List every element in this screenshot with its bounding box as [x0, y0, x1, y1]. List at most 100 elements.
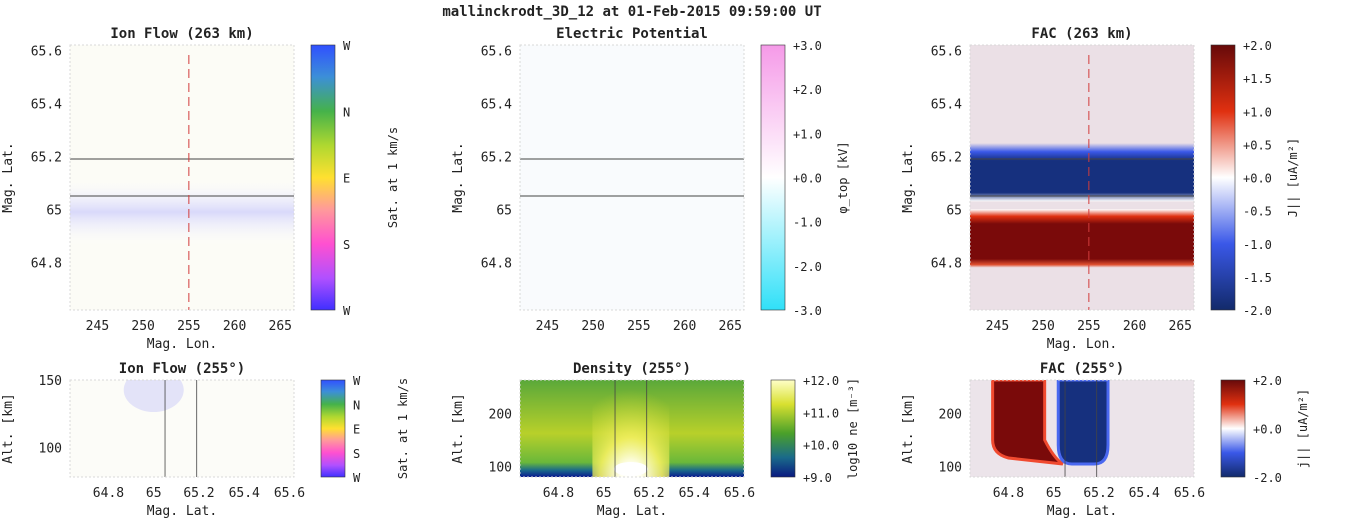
fac-top-title: FAC (263 km) — [1031, 26, 1132, 42]
fac-top-ylabel: Mag. Lat. — [901, 142, 916, 212]
x-tick-label: 250 — [131, 319, 154, 334]
colorbar-tick-label: S — [343, 238, 350, 252]
colorbar-tick-label: -1.0 — [793, 216, 822, 230]
colorbar-tick-label: W — [343, 39, 351, 53]
fac-side-colorbar-label: j|| [uA/m²] — [1296, 389, 1310, 468]
ion-flow-top-heatmap — [70, 45, 294, 310]
ion-flow-top-panel: Ion Flow (263 km) Mag. Lon. Mag. Lat. 245 25… — [1, 26, 400, 352]
fac-top-heatmap — [970, 45, 1194, 310]
colorbar-tick-label: W — [353, 374, 361, 388]
y-tick-label: 200 — [489, 407, 512, 422]
colorbar-tick-label: +2.0 — [1253, 374, 1282, 388]
y-tick-label: 65.6 — [31, 44, 62, 59]
colorbar-tick-label: +12.0 — [803, 374, 839, 388]
colorbar-tick-label: +0.0 — [1253, 423, 1282, 437]
colorbar-tick-label: +1.0 — [793, 127, 822, 141]
y-tick-label: 64.8 — [931, 256, 962, 271]
electric-potential-frame — [519, 44, 745, 311]
ion-flow-side-title: Ion Flow (255°) — [119, 361, 245, 377]
fac-side-xlabel: Mag. Lat. — [1047, 504, 1117, 519]
x-tick-label: 245 — [86, 319, 109, 334]
colorbar-tick-label: W — [353, 471, 361, 485]
colorbar-tick-label: +0.0 — [1243, 172, 1272, 186]
y-tick-label: 65.6 — [931, 44, 962, 59]
y-tick-label: 64.8 — [481, 256, 512, 271]
ion-flow-band — [70, 177, 294, 247]
colorbar-tick-label: -2.0 — [1253, 471, 1282, 485]
density-glow — [592, 380, 670, 477]
y-tick-label: 150 — [39, 374, 62, 389]
colorbar-tick-label: +9.0 — [803, 471, 832, 485]
fac-side-heatmap — [970, 380, 1194, 477]
x-tick-label: 260 — [1123, 319, 1146, 334]
density-side-frame — [519, 379, 745, 478]
fac-side-panel: FAC (255°) Mag. Lat. Alt. [km] 64.8 65 65.2 65… — [901, 361, 1310, 519]
x-tick-label: 65.6 — [724, 486, 755, 501]
colorbar-tick-label: -1.5 — [1243, 271, 1272, 285]
colorbar-tick-label: +10.0 — [803, 439, 839, 453]
x-tick-label: 65.2 — [1083, 486, 1114, 501]
potential-background — [520, 45, 744, 310]
y-tick-label: 100 — [939, 460, 962, 475]
x-tick-label: 65.4 — [229, 486, 260, 501]
colorbar-tick-label: +0.0 — [793, 172, 822, 186]
y-tick-label: 65 — [496, 203, 512, 218]
x-tick-label: 260 — [223, 319, 246, 334]
x-tick-label: 250 — [581, 319, 604, 334]
y-tick-label: 100 — [489, 460, 512, 475]
ion-flow-top-title: Ion Flow (263 km) — [110, 26, 253, 42]
x-tick-label: 65.6 — [274, 486, 305, 501]
fac-side-colorbar — [1220, 379, 1246, 478]
electric-potential-colorbar-label: φ_top [kV] — [836, 141, 850, 213]
fac-top-colorbar-label: J|| [uA/m²] — [1286, 138, 1300, 217]
x-tick-label: 65.6 — [1174, 486, 1205, 501]
colorbar-tick-label: +0.5 — [1243, 138, 1272, 152]
fac-band-positive — [970, 209, 1194, 268]
x-tick-label: 255 — [1077, 319, 1100, 334]
x-tick-label: 255 — [177, 319, 200, 334]
y-tick-label: 65.2 — [481, 150, 512, 165]
colorbar-tick-label: E — [343, 172, 350, 186]
y-tick-label: 65 — [46, 203, 62, 218]
x-tick-label: 64.8 — [543, 486, 574, 501]
density-side-ylabel: Alt. [km] — [451, 393, 466, 463]
ion-flow-top-ylabel: Mag. Lat. — [1, 142, 16, 212]
electric-potential-colorbar — [760, 44, 786, 311]
x-tick-label: 245 — [986, 319, 1009, 334]
colorbar-tick-label: N — [353, 398, 360, 412]
colorbar-tick-label: +1.0 — [1243, 105, 1272, 119]
colorbar-tick-label: S — [353, 447, 360, 461]
fac-top-colorbar — [1210, 44, 1236, 311]
colorbar-tick-label: E — [353, 423, 360, 437]
x-tick-label: 265 — [1169, 319, 1192, 334]
ion-flow-side-panel: Ion Flow (255°) Mag. Lat. Alt. [km] 64.8 65 6… — [1, 361, 410, 519]
x-tick-label: 64.8 — [93, 486, 124, 501]
y-tick-label: 65.2 — [931, 150, 962, 165]
density-side-title: Density (255°) — [573, 361, 691, 377]
colorbar-tick-label: -1.0 — [1243, 238, 1272, 252]
x-tick-label: 65 — [146, 486, 162, 501]
x-tick-label: 65 — [596, 486, 612, 501]
ion-flow-side-frame — [69, 379, 295, 478]
electric-potential-panel: Electric Potential Mag. Lat. 245 250 255 260 2… — [451, 26, 850, 334]
y-tick-label: 65 — [946, 203, 962, 218]
ion-flow-top-frame — [69, 44, 295, 311]
colorbar-tick-label: +11.0 — [803, 406, 839, 420]
fac-band-negative — [970, 143, 1194, 202]
fac-side-frame — [969, 379, 1195, 478]
figure-suptitle: mallinckrodt_3D_12 at 01-Feb-2015 09:59:… — [442, 4, 821, 20]
colorbar-tick-label: N — [343, 105, 350, 119]
x-tick-label: 65.4 — [679, 486, 710, 501]
ion-flow-top-colorbar — [310, 44, 336, 311]
colorbar-tick-label: -3.0 — [793, 304, 822, 318]
colorbar-tick-label: +2.0 — [793, 83, 822, 97]
ion-flow-side-blob — [123, 380, 184, 412]
x-tick-label: 255 — [627, 319, 650, 334]
fac-top-xlabel: Mag. Lon. — [1047, 337, 1117, 352]
fac-top-frame — [969, 44, 1195, 311]
ion-flow-side-xlabel: Mag. Lat. — [147, 504, 217, 519]
x-tick-label: 245 — [536, 319, 559, 334]
electric-potential-ylabel: Mag. Lat. — [451, 142, 466, 212]
fac-side-title: FAC (255°) — [1040, 361, 1124, 377]
